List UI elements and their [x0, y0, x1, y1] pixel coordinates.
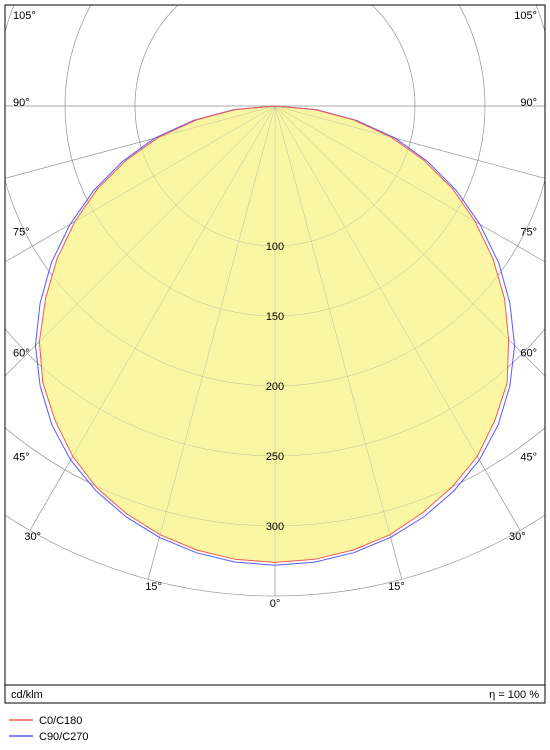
angle-label: 75°	[520, 227, 537, 239]
angle-label: 30°	[509, 531, 526, 543]
ring-label: 250	[266, 451, 284, 463]
angle-label: 90°	[520, 97, 537, 109]
polar-chart-container: 100 150 200 250 300 105° 90° 75° 60° 45° 30° 15° 0° 1…	[0, 0, 550, 750]
angle-label: 90°	[13, 97, 30, 109]
angle-label: 15°	[388, 581, 405, 593]
ring-label: 100	[266, 241, 284, 253]
eta-label: η = 100 %	[489, 689, 539, 701]
ring-label: 200	[266, 381, 284, 393]
angle-label: 45°	[520, 451, 537, 463]
legend-label-c0: C0/C180	[39, 715, 82, 727]
polar-chart-svg: 100 150 200 250 300 105° 90° 75° 60° 45° 30° 15° 0° 1…	[0, 0, 550, 750]
unit-label: cd/klm	[11, 689, 43, 701]
angle-label: 0°	[270, 598, 281, 610]
ring-label: 150	[266, 311, 284, 323]
angle-label: 105°	[13, 10, 36, 22]
ring-label: 300	[266, 521, 284, 533]
angle-label: 45°	[13, 451, 30, 463]
footer-strip	[5, 685, 545, 703]
angle-label: 60°	[520, 348, 537, 360]
legend-label-c90: C90/C270	[39, 731, 89, 743]
angle-label: 30°	[24, 531, 41, 543]
angle-label: 105°	[514, 10, 537, 22]
angle-label: 75°	[13, 227, 30, 239]
angle-label: 15°	[145, 581, 162, 593]
angle-label: 60°	[13, 348, 30, 360]
